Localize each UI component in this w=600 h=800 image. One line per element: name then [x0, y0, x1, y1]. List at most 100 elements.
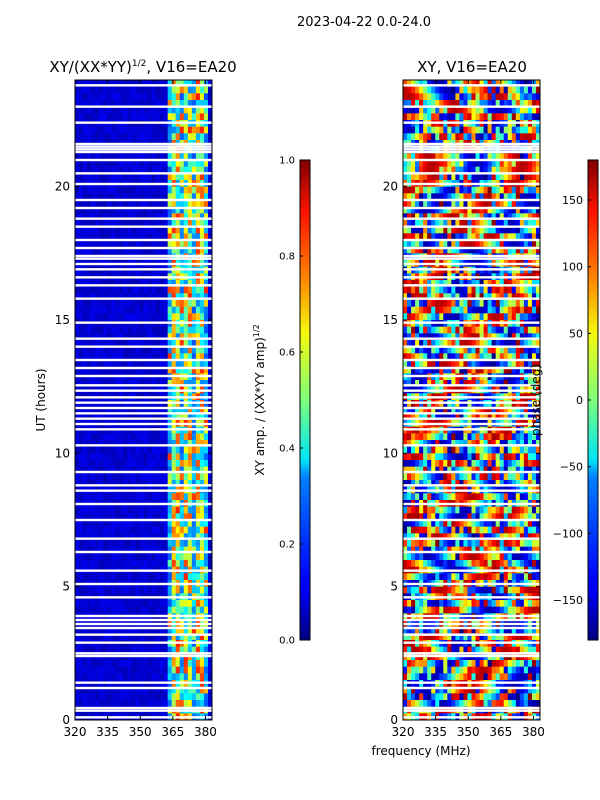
heatmap-cell [527, 233, 533, 241]
heatmap-cell [151, 473, 157, 481]
heatmap-cell [167, 360, 173, 368]
heatmap-cell [167, 506, 173, 514]
heatmap-cell [119, 333, 124, 341]
heatmap-cell [155, 366, 161, 374]
heatmap-cell [131, 340, 136, 348]
heatmap-cell [131, 686, 136, 694]
heatmap-cell [459, 153, 464, 161]
heatmap-cell [167, 333, 173, 341]
heatmap-cell [451, 93, 456, 101]
heatmap-cell [503, 193, 509, 201]
heatmap-cell [135, 600, 140, 608]
heatmap-cell [487, 366, 493, 374]
heatmap-cell [127, 693, 132, 701]
heatmap-cell [443, 106, 448, 114]
heatmap-cell [179, 366, 185, 374]
heatmap-cell [191, 433, 197, 441]
heatmap-cell [463, 113, 468, 121]
heatmap-cell [127, 193, 132, 201]
heatmap-cell [423, 313, 428, 321]
heatmap-cell [451, 340, 456, 348]
heatmap-cell [183, 540, 189, 548]
heatmap-cell [491, 86, 497, 94]
heatmap-cell [535, 100, 541, 108]
heatmap-cell [207, 473, 213, 481]
heatmap-cell [123, 380, 128, 388]
heatmap-cell [135, 506, 140, 514]
heatmap-cell [199, 573, 205, 581]
heatmap-cell [131, 160, 136, 168]
heatmap-cell [175, 606, 181, 614]
heatmap-cell [455, 93, 460, 101]
heatmap-cell [111, 520, 116, 528]
heatmap-cell [119, 280, 124, 288]
heatmap-cell [431, 186, 436, 194]
heatmap-cell [79, 413, 84, 421]
heatmap-cell [207, 366, 213, 374]
heatmap-cell [115, 93, 120, 101]
heatmap-cell [183, 533, 189, 541]
heatmap-cell [195, 380, 201, 388]
heatmap-cell [455, 206, 460, 214]
heatmap-cell [83, 80, 88, 88]
heatmap-cell [535, 326, 541, 334]
heatmap-cell [123, 493, 128, 501]
heatmap-cell [115, 153, 120, 161]
heatmap-cell [143, 346, 149, 354]
heatmap-cell [111, 493, 116, 501]
heatmap-cell [139, 286, 144, 294]
heatmap-cell [167, 660, 173, 668]
heatmap-cell [79, 340, 84, 348]
heatmap-cell [455, 380, 460, 388]
heatmap-cell [87, 633, 92, 641]
heatmap-cell [191, 626, 197, 634]
heatmap-cell [203, 160, 209, 168]
heatmap-cell [107, 506, 112, 514]
heatmap-cell [155, 473, 161, 481]
heatmap-cell [119, 520, 124, 528]
heatmap-cell [435, 93, 440, 101]
heatmap-cell [159, 540, 165, 548]
heatmap-cell [159, 153, 165, 161]
heatmap-cell [131, 206, 136, 214]
heatmap-cell [75, 220, 80, 228]
heatmap-cell [483, 126, 489, 134]
heatmap-cell [523, 380, 529, 388]
heatmap-cell [167, 586, 173, 594]
heatmap-cell [115, 313, 120, 321]
heatmap-cell [527, 160, 533, 168]
heatmap-cell [435, 113, 440, 121]
heatmap-cell [531, 200, 537, 208]
heatmap-cell [111, 340, 116, 348]
heatmap-cell [207, 526, 213, 534]
heatmap-cell [191, 686, 197, 694]
heatmap-cell [171, 326, 177, 334]
heatmap-cell [199, 666, 205, 674]
heatmap-cell [443, 133, 448, 141]
heatmap-cell [523, 233, 529, 241]
left-plot-frame [74, 79, 213, 721]
heatmap-cell [155, 480, 161, 488]
heatmap-cell [483, 233, 489, 241]
heatmap-cell [111, 93, 116, 101]
heatmap-cell [127, 213, 132, 221]
heatmap-cell [79, 293, 84, 301]
heatmap-cell [79, 226, 84, 234]
heatmap-cell [479, 193, 485, 201]
heatmap-cell [495, 100, 501, 108]
heatmap-cell [487, 160, 493, 168]
heatmap-cell [419, 333, 424, 341]
heatmap-cell [179, 300, 185, 308]
heatmap-cell [535, 360, 541, 368]
heatmap-cell [199, 353, 205, 361]
heatmap-cell [171, 606, 177, 614]
heatmap-cell [479, 80, 485, 88]
heatmap-cell [143, 133, 149, 141]
flag-line [75, 422, 212, 426]
heatmap-cell [507, 106, 513, 114]
left-colorbar-gradient [299, 159, 311, 641]
heatmap-cell [503, 313, 509, 321]
heatmap-cell [511, 346, 517, 354]
heatmap-cell [187, 366, 193, 374]
heatmap-cell [175, 246, 181, 254]
